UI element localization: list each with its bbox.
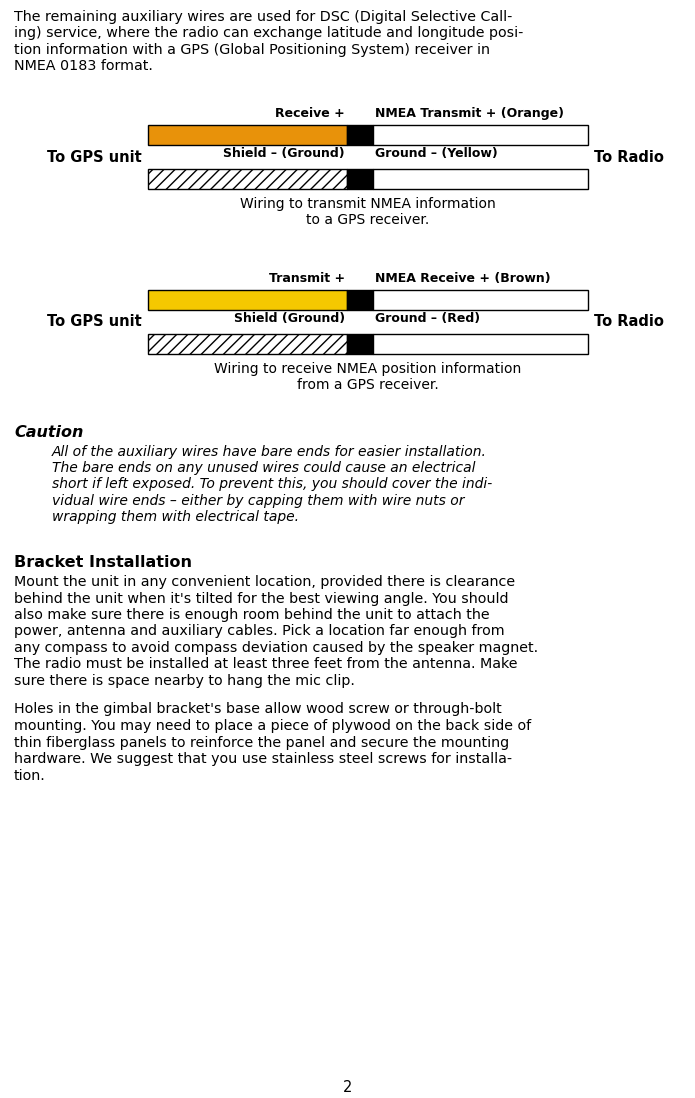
Text: behind the unit when it's tilted for the best viewing angle. You should: behind the unit when it's tilted for the… xyxy=(14,592,509,605)
Bar xyxy=(148,125,347,145)
Text: to a GPS receiver.: to a GPS receiver. xyxy=(306,213,430,227)
Text: Mount the unit in any convenient location, provided there is clearance: Mount the unit in any convenient locatio… xyxy=(14,575,515,589)
Bar xyxy=(347,169,373,189)
Text: hardware. We suggest that you use stainless steel screws for installa-: hardware. We suggest that you use stainl… xyxy=(14,752,512,766)
Text: To Radio: To Radio xyxy=(594,149,664,165)
Bar xyxy=(347,334,373,354)
Bar xyxy=(373,125,588,145)
Text: also make sure there is enough room behind the unit to attach the: also make sure there is enough room behi… xyxy=(14,608,489,621)
Text: To GPS unit: To GPS unit xyxy=(47,149,142,165)
Text: Receive +: Receive + xyxy=(275,107,345,120)
Text: To Radio: To Radio xyxy=(594,314,664,329)
Bar xyxy=(347,290,373,310)
Text: Transmit +: Transmit + xyxy=(269,272,345,285)
Text: from a GPS receiver.: from a GPS receiver. xyxy=(297,378,439,392)
Text: tion information with a GPS (Global Positioning System) receiver in: tion information with a GPS (Global Posi… xyxy=(14,43,490,57)
Text: short if left exposed. To prevent this, you should cover the indi-: short if left exposed. To prevent this, … xyxy=(52,478,492,492)
Text: Wiring to receive NMEA position information: Wiring to receive NMEA position informat… xyxy=(214,362,522,376)
Text: Caution: Caution xyxy=(14,425,83,440)
Text: Shield – (Ground): Shield – (Ground) xyxy=(223,147,345,160)
Text: wrapping them with electrical tape.: wrapping them with electrical tape. xyxy=(52,509,299,524)
Text: tion.: tion. xyxy=(14,769,46,783)
Text: 2: 2 xyxy=(343,1080,352,1095)
Text: power, antenna and auxiliary cables. Pick a location far enough from: power, antenna and auxiliary cables. Pic… xyxy=(14,625,505,639)
Text: sure there is space nearby to hang the mic clip.: sure there is space nearby to hang the m… xyxy=(14,674,355,688)
Text: Shield (Ground): Shield (Ground) xyxy=(234,312,345,325)
Text: NMEA 0183 format.: NMEA 0183 format. xyxy=(14,59,153,74)
Bar xyxy=(347,125,373,145)
Bar xyxy=(148,169,347,189)
Text: To GPS unit: To GPS unit xyxy=(47,314,142,329)
Text: thin fiberglass panels to reinforce the panel and secure the mounting: thin fiberglass panels to reinforce the … xyxy=(14,736,509,750)
Text: The remaining auxiliary wires are used for DSC (Digital Selective Call-: The remaining auxiliary wires are used f… xyxy=(14,10,512,24)
Text: Ground – (Yellow): Ground – (Yellow) xyxy=(375,147,498,160)
Text: The radio must be installed at least three feet from the antenna. Make: The radio must be installed at least thr… xyxy=(14,658,518,672)
Text: vidual wire ends – either by capping them with wire nuts or: vidual wire ends – either by capping the… xyxy=(52,494,464,507)
Text: NMEA Receive + (Brown): NMEA Receive + (Brown) xyxy=(375,272,550,285)
Text: ing) service, where the radio can exchange latitude and longitude posi-: ing) service, where the radio can exchan… xyxy=(14,26,523,41)
Text: All of the auxiliary wires have bare ends for easier installation.: All of the auxiliary wires have bare end… xyxy=(52,445,487,459)
Bar xyxy=(148,334,347,354)
Text: any compass to avoid compass deviation caused by the speaker magnet.: any compass to avoid compass deviation c… xyxy=(14,641,538,656)
Text: Bracket Installation: Bracket Installation xyxy=(14,554,192,570)
Text: mounting. You may need to place a piece of plywood on the back side of: mounting. You may need to place a piece … xyxy=(14,719,531,733)
Bar xyxy=(373,334,588,354)
Text: Wiring to transmit NMEA information: Wiring to transmit NMEA information xyxy=(240,197,496,211)
Text: Holes in the gimbal bracket's base allow wood screw or through-bolt: Holes in the gimbal bracket's base allow… xyxy=(14,703,502,717)
Text: Ground – (Red): Ground – (Red) xyxy=(375,312,480,325)
Text: The bare ends on any unused wires could cause an electrical: The bare ends on any unused wires could … xyxy=(52,461,475,475)
Text: NMEA Transmit + (Orange): NMEA Transmit + (Orange) xyxy=(375,107,564,120)
Bar xyxy=(148,290,347,310)
Bar xyxy=(373,290,588,310)
Bar xyxy=(373,169,588,189)
